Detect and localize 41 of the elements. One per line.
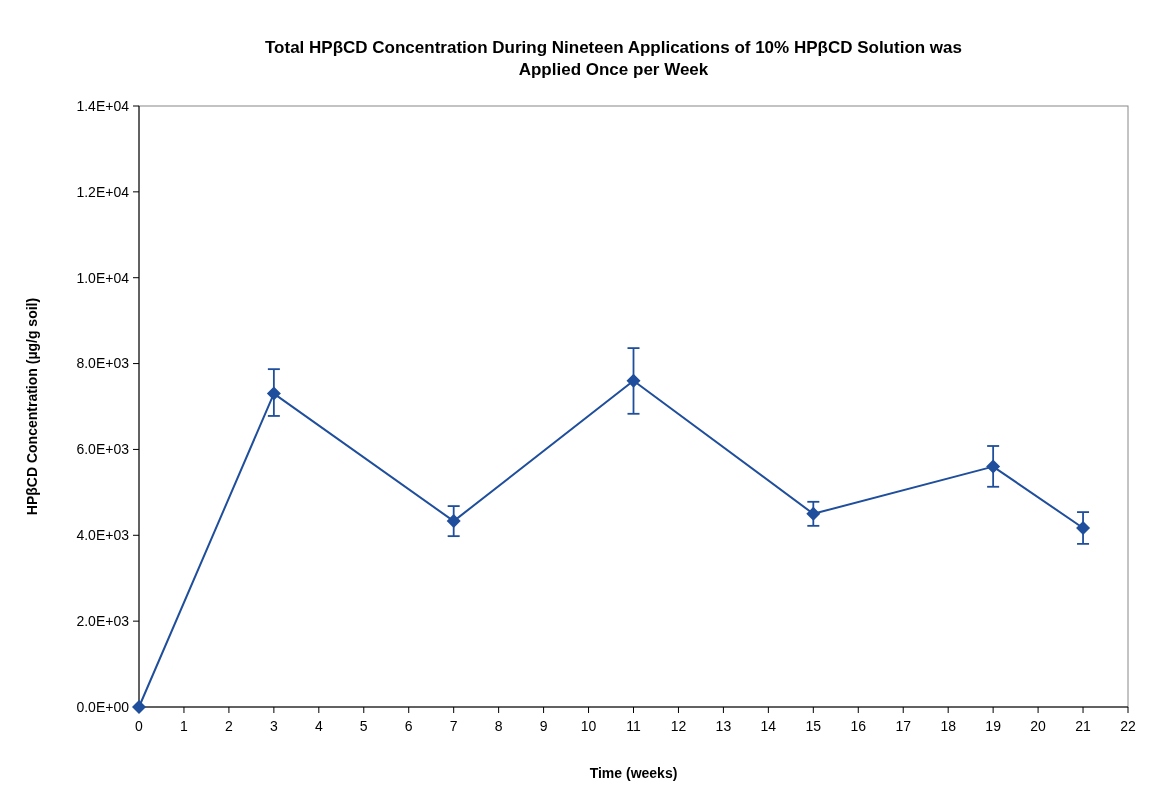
y-tick-label: 0.0E+00: [76, 698, 130, 715]
x-tick-label: 16: [850, 718, 867, 734]
x-tick-label: 19: [985, 718, 1002, 734]
y-axis-title: HPβCD Concentration (µg/g soil): [24, 297, 40, 516]
y-tick-label: 8.0E+03: [76, 355, 130, 372]
x-tick-label: 8: [494, 718, 503, 734]
point: [446, 514, 461, 529]
y-tick-label: 2.0E+03: [76, 613, 130, 630]
x-tick-label: 4: [314, 718, 323, 734]
y-tick-label: 1.2E+04: [76, 183, 130, 200]
x-tick-label: 14: [760, 718, 777, 734]
point: [132, 700, 146, 714]
point: [266, 386, 281, 401]
x-tick-label: 0: [135, 718, 144, 734]
x-tick-label: 10: [580, 718, 597, 734]
y-tick-label: 1.4E+04: [76, 97, 130, 114]
x-tick-label: 1: [180, 718, 189, 734]
y-tick-label: 1.0E+04: [76, 269, 130, 286]
y-tick-label: 4.0E+03: [76, 527, 130, 544]
point: [806, 506, 821, 521]
x-tick-label: 2: [225, 718, 234, 734]
x-tick-label: 7: [449, 718, 458, 734]
x-tick-label: 15: [805, 718, 822, 734]
x-tick-label: 22: [1120, 718, 1136, 734]
chart-title: Total HPβCD Concentration During Nineteen Applications of 10% HPβCD Solution was Applied Once per Week: [264, 38, 963, 79]
x-tick-label: 9: [539, 718, 548, 734]
x-tick-label: 13: [715, 718, 732, 734]
x-tick-label: 11: [626, 718, 641, 734]
x-tick-label: 3: [269, 718, 278, 734]
x-tick-label: 17: [895, 718, 912, 734]
x-tick-label: 6: [404, 718, 413, 734]
point: [986, 459, 1001, 474]
point: [626, 373, 641, 388]
x-tick-label: 21: [1075, 718, 1092, 734]
x-tick-label: 18: [940, 718, 957, 734]
x-tick-label: 12: [670, 718, 687, 734]
y-tick-label: 6.0E+03: [76, 441, 130, 458]
x-axis-title: Time (weeks): [589, 765, 678, 781]
x-tick-label: 5: [359, 718, 368, 734]
x-tick-label: 20: [1030, 718, 1047, 734]
point: [1076, 520, 1091, 535]
